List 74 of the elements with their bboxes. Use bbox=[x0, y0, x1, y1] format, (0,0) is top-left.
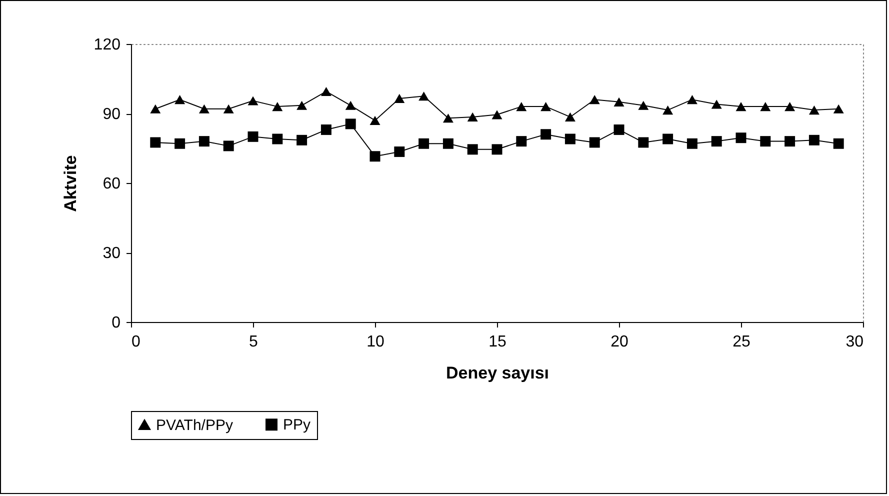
point bbox=[540, 102, 552, 112]
point bbox=[174, 95, 186, 104]
point bbox=[345, 118, 356, 130]
y-axis-title: Aktvite bbox=[60, 155, 80, 212]
point bbox=[686, 138, 698, 149]
y-tick-label: 60 bbox=[102, 176, 121, 192]
point bbox=[174, 138, 186, 149]
point bbox=[564, 134, 576, 144]
point bbox=[442, 114, 454, 123]
point bbox=[808, 105, 820, 115]
point bbox=[272, 134, 283, 144]
point bbox=[150, 104, 161, 114]
point bbox=[467, 144, 478, 155]
point bbox=[614, 97, 624, 106]
point bbox=[516, 102, 527, 112]
point bbox=[760, 102, 771, 112]
x-tick-label: 10 bbox=[366, 334, 384, 350]
point bbox=[248, 131, 258, 142]
point bbox=[467, 112, 478, 122]
point bbox=[370, 151, 380, 162]
point bbox=[711, 136, 722, 147]
point bbox=[760, 136, 771, 147]
point bbox=[150, 137, 161, 148]
point bbox=[442, 138, 454, 149]
point bbox=[784, 136, 796, 147]
point bbox=[589, 137, 600, 148]
x-tick-label: 20 bbox=[610, 334, 628, 350]
point bbox=[345, 100, 356, 110]
x-tick-label: 0 bbox=[132, 334, 140, 350]
x-tick-label: 5 bbox=[249, 334, 258, 350]
x-tick-label: 25 bbox=[732, 334, 750, 350]
point bbox=[418, 92, 430, 101]
x-axis-title: Deney sayısı bbox=[446, 364, 550, 382]
point bbox=[296, 100, 308, 110]
point bbox=[662, 105, 674, 115]
legend-label: PVATh/PPy bbox=[156, 416, 234, 434]
legend-label: PPy bbox=[283, 416, 312, 434]
point bbox=[296, 134, 308, 146]
point bbox=[492, 110, 502, 120]
y-tick-label: 90 bbox=[102, 106, 121, 123]
point bbox=[516, 136, 527, 147]
point bbox=[614, 124, 624, 135]
point bbox=[540, 129, 552, 140]
point bbox=[833, 104, 844, 114]
point bbox=[198, 104, 210, 114]
point bbox=[638, 100, 649, 110]
point bbox=[223, 140, 234, 152]
y-tick-label: 30 bbox=[102, 245, 121, 262]
y-tick-label: 120 bbox=[94, 36, 121, 54]
point bbox=[662, 134, 674, 144]
point bbox=[736, 132, 746, 144]
y-tick-label: 0 bbox=[112, 314, 121, 332]
point bbox=[320, 124, 332, 135]
point bbox=[784, 102, 796, 112]
point bbox=[320, 86, 332, 96]
point bbox=[686, 95, 698, 104]
point bbox=[711, 100, 722, 109]
point bbox=[808, 134, 820, 146]
x-tick-label: 15 bbox=[488, 334, 506, 350]
point bbox=[394, 94, 405, 103]
x-tick-label: 30 bbox=[846, 334, 864, 350]
point bbox=[418, 138, 430, 149]
point bbox=[564, 112, 576, 122]
point bbox=[394, 146, 405, 157]
point bbox=[638, 137, 649, 148]
point bbox=[223, 104, 234, 114]
point bbox=[589, 95, 600, 104]
point bbox=[492, 144, 502, 155]
point bbox=[248, 96, 258, 106]
point bbox=[370, 116, 380, 125]
point bbox=[198, 136, 210, 147]
point bbox=[833, 138, 844, 149]
point bbox=[272, 102, 283, 112]
point bbox=[736, 102, 746, 112]
